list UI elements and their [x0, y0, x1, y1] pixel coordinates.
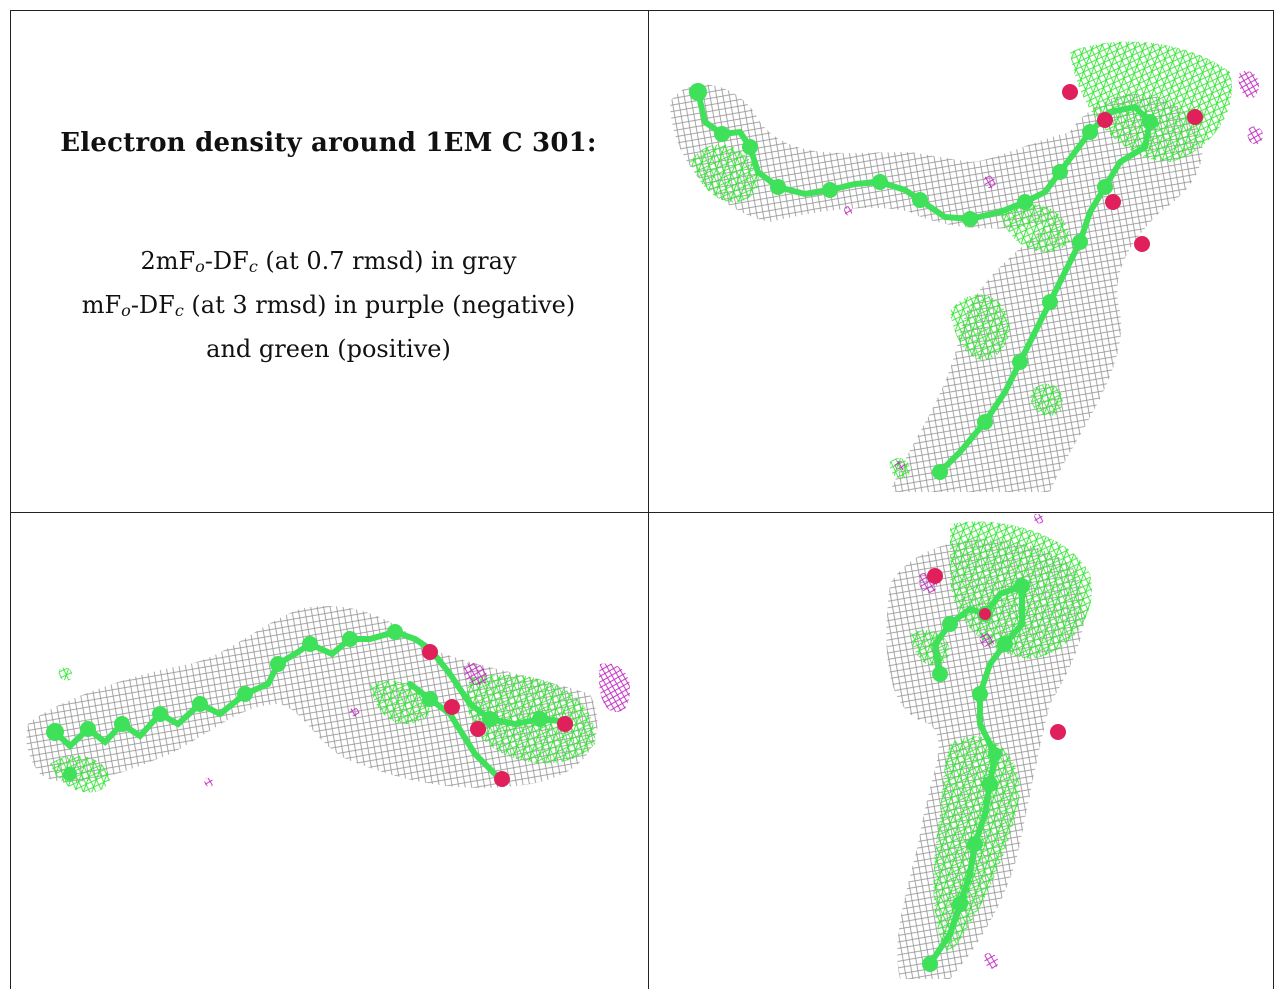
legend-line-fofc: mFo-DFc (at 3 rmsd) in purple (negative) [81, 291, 576, 320]
view-bottom-left [10, 514, 647, 989]
caption-title: Electron density around 1EM C 301: [60, 128, 597, 158]
table-border-top [10, 10, 1274, 11]
legend-line-2fofc: 2mFo-DFc (at 0.7 rmsd) in gray [140, 247, 517, 276]
table-rule-middle [10, 512, 1274, 513]
caption-legend: 2mFo-DFc (at 0.7 rmsd) in gray mFo-DFc (… [10, 242, 647, 368]
density-view-3 [886, 514, 1092, 979]
caption-cell: Electron density around 1EM C 301: 2mFo-… [10, 10, 647, 502]
table-rule-center [648, 10, 649, 989]
table-border-left [10, 10, 11, 989]
view-top-right [650, 12, 1274, 502]
view-bottom-right [650, 514, 1274, 989]
density-view-1 [670, 41, 1264, 492]
density-view-2 [26, 605, 631, 793]
figure-table: Electron density around 1EM C 301: 2mFo-… [10, 10, 1274, 989]
legend-line-positive: and green (positive) [206, 335, 451, 363]
table-border-right [1273, 10, 1274, 989]
